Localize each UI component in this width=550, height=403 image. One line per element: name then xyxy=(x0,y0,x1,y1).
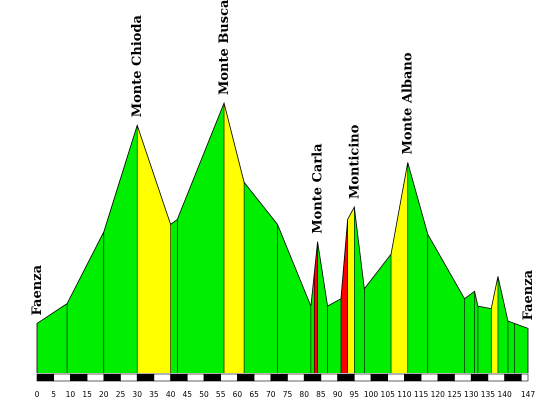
scale-segment xyxy=(337,373,355,382)
scale-segment xyxy=(521,373,529,382)
x-tick-label: 25 xyxy=(116,390,126,399)
scale-segment xyxy=(370,373,389,382)
climb-segment xyxy=(391,162,408,373)
x-tick-label: 75 xyxy=(283,390,293,399)
scale-segment xyxy=(153,373,171,382)
x-tick-label: 80 xyxy=(299,390,309,399)
scale-segment xyxy=(120,373,138,382)
scale-segment xyxy=(454,373,472,382)
scale-segment xyxy=(86,373,105,382)
place-label: Monte Albano xyxy=(401,52,416,154)
climb-segment xyxy=(347,207,355,373)
x-tick-label: 65 xyxy=(249,390,259,399)
distance-scale-bar xyxy=(36,373,529,382)
place-label: Faenza xyxy=(30,264,45,315)
scale-segment xyxy=(253,373,272,382)
x-tick-label: 20 xyxy=(99,390,109,399)
scale-segment xyxy=(36,373,55,382)
x-tick-label: 140 xyxy=(497,390,512,399)
scale-segment xyxy=(354,373,372,382)
profile-area xyxy=(37,103,528,373)
x-tick-label: 105 xyxy=(381,390,396,399)
x-tick-label: 60 xyxy=(233,390,243,399)
scale-segment xyxy=(237,373,255,382)
x-tick-label: 35 xyxy=(149,390,159,399)
x-tick-label: 147 xyxy=(521,390,536,399)
x-tick-label: 135 xyxy=(481,390,496,399)
x-tick-label: 70 xyxy=(266,390,276,399)
scale-segment xyxy=(220,373,238,382)
place-label: Monticino xyxy=(347,124,362,199)
scale-segment xyxy=(387,373,405,382)
scale-segment xyxy=(487,373,505,382)
place-labels: Faenza Monte Chioda Monte Busca Monte Carla… xyxy=(30,0,536,320)
x-tick-label: 55 xyxy=(216,390,226,399)
climb-segment xyxy=(314,241,318,373)
x-tick-label: 30 xyxy=(132,390,142,399)
profile-outline xyxy=(36,101,529,373)
x-tick-label: 50 xyxy=(199,390,209,399)
scale-segment xyxy=(303,373,322,382)
scale-segment xyxy=(470,373,489,382)
x-tick-label: 115 xyxy=(414,390,429,399)
scale-segment xyxy=(170,373,188,382)
place-label: Monte Carla xyxy=(311,143,326,234)
x-tick-label: 40 xyxy=(166,390,176,399)
scale-segment xyxy=(270,373,288,382)
profile-base-fill xyxy=(37,103,528,373)
scale-segment xyxy=(53,373,71,382)
place-label: Monte Chioda xyxy=(130,14,145,117)
place-label: Faenza xyxy=(521,269,536,320)
x-tick-label: 95 xyxy=(350,390,360,399)
scale-segment xyxy=(287,373,305,382)
scale-segment xyxy=(203,373,222,382)
x-tick-label: 110 xyxy=(397,390,412,399)
x-tick-label: 5 xyxy=(51,390,56,399)
climb-segment xyxy=(224,103,245,373)
x-tick-label: 125 xyxy=(447,390,462,399)
scale-segment xyxy=(404,373,422,382)
scale-segment xyxy=(136,373,155,382)
place-label: Monte Busca xyxy=(217,0,232,95)
scale-segment xyxy=(437,373,455,382)
x-tick-label: 0 xyxy=(35,390,40,399)
scale-segment xyxy=(70,373,88,382)
x-tick-label: 85 xyxy=(316,390,326,399)
scale-segment xyxy=(187,373,205,382)
scale-segment xyxy=(504,373,522,382)
x-axis-ticks: 0 5 10 15 20 25 30 35 40 45 50 55 60 65 70 75 80 85 90 95 10… xyxy=(35,390,536,399)
segment-dividers xyxy=(66,103,515,373)
x-tick-label: 130 xyxy=(464,390,479,399)
x-tick-label: 120 xyxy=(431,390,446,399)
x-tick-label: 45 xyxy=(183,390,193,399)
x-tick-label: 10 xyxy=(66,390,76,399)
climb-segment xyxy=(340,219,348,373)
x-tick-label: 90 xyxy=(333,390,343,399)
x-tick-label: 100 xyxy=(364,390,379,399)
x-tick-label: 15 xyxy=(82,390,92,399)
scale-segment xyxy=(103,373,121,382)
scale-segment xyxy=(420,373,439,382)
scale-segment xyxy=(320,373,338,382)
climb-segment xyxy=(137,125,171,373)
